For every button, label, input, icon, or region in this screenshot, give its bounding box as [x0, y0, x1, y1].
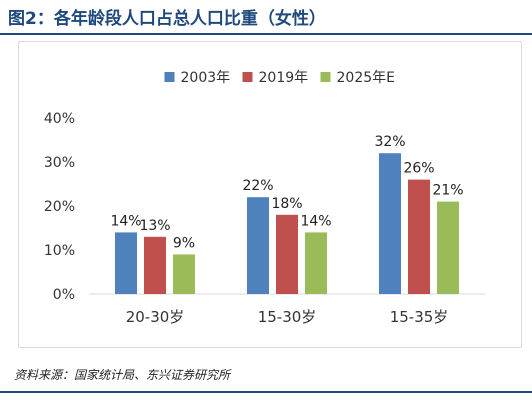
bar — [247, 197, 269, 294]
bar-data-label: 14% — [110, 213, 141, 229]
bar — [408, 179, 430, 294]
bar-data-label: 9% — [173, 235, 195, 251]
legend-label: 2019年 — [259, 70, 309, 86]
bar — [379, 153, 401, 294]
legend-label: 2025年E — [337, 70, 395, 86]
source-note: 资料来源：国家统计局、东兴证券研究所 — [14, 368, 231, 382]
bar-chart: 0%10%20%30%40%14%13%9%20-30岁22%18%14%15-… — [44, 70, 485, 326]
bar — [173, 254, 195, 294]
chart-panel: 0% 10% 20% 30% 40% 14% 13% 9% 20-30岁 22% 18% 14% 15-… — [18, 41, 522, 348]
bar-data-label: 21% — [432, 183, 463, 199]
y-tick-label: 30% — [44, 155, 75, 171]
x-tick-label: 15-35岁 — [390, 308, 449, 326]
bar-data-label: 13% — [139, 218, 170, 234]
x-tick-label: 20-30岁 — [126, 308, 185, 326]
legend-swatch — [242, 72, 253, 82]
legend-swatch — [320, 72, 331, 82]
x-tick-label: 15-30岁 — [258, 308, 317, 326]
bar — [437, 201, 459, 294]
bar-data-label: 26% — [403, 161, 434, 177]
y-tick-label: 40% — [44, 111, 75, 127]
bar — [305, 232, 327, 294]
legend-label: 2003年 — [181, 70, 231, 86]
bottom-divider — [0, 391, 532, 393]
bar-data-label: 22% — [242, 178, 273, 194]
bar — [144, 236, 166, 294]
bar — [115, 232, 137, 294]
y-tick-label: 20% — [44, 199, 75, 215]
bar — [276, 214, 298, 294]
bar-data-label: 14% — [300, 213, 331, 229]
title-divider — [0, 33, 532, 35]
y-tick-label: 10% — [44, 243, 75, 259]
bar-data-label: 18% — [271, 196, 302, 212]
legend-swatch — [164, 72, 175, 82]
bar-data-label: 32% — [374, 134, 405, 150]
chart-title: 图2：各年龄段人口占总人口比重（女性） — [8, 9, 326, 29]
y-tick-label: 0% — [53, 287, 75, 303]
